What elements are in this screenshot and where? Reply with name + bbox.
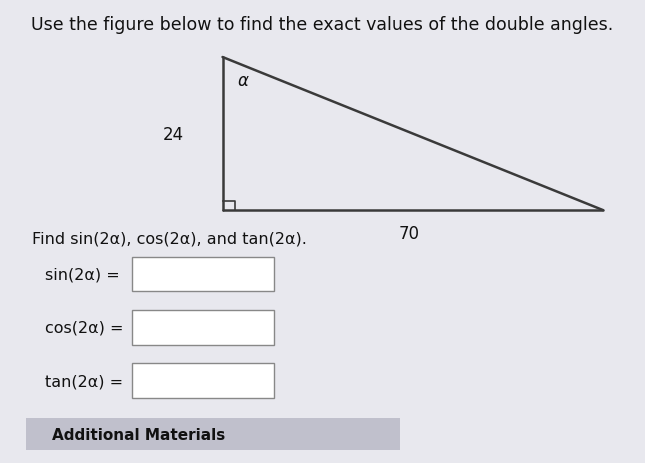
Text: tan(2α) =: tan(2α) = (45, 373, 123, 388)
Text: sin(2α) =: sin(2α) = (45, 267, 120, 282)
Text: cos(2α) =: cos(2α) = (45, 320, 124, 335)
Bar (26, 419, 400, 450)
Text: Find sin(2α), cos(2α), and tan(2α).: Find sin(2α), cos(2α), and tan(2α). (32, 232, 307, 246)
Bar (132, 257, 274, 292)
Text: Additional Materials: Additional Materials (52, 427, 225, 442)
Text: 70: 70 (399, 225, 420, 243)
Bar (132, 363, 274, 398)
Text: Use the figure below to find the exact values of the double angles.: Use the figure below to find the exact v… (32, 16, 613, 34)
Bar (132, 310, 274, 345)
Text: 24: 24 (163, 125, 184, 143)
Text: α: α (237, 72, 248, 90)
